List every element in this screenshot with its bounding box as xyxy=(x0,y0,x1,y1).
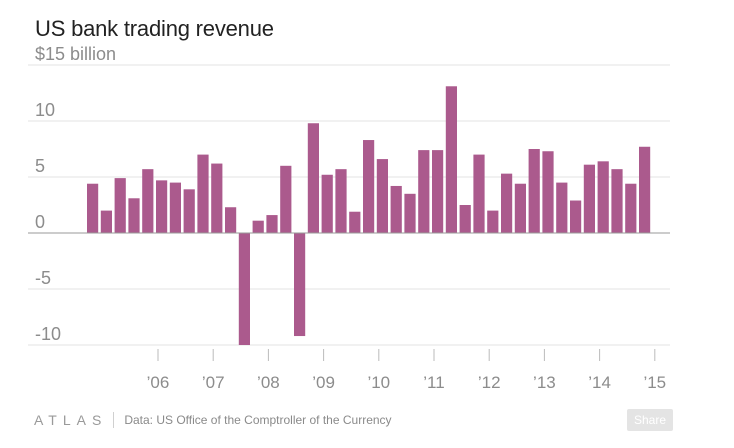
bar xyxy=(473,154,485,233)
bar xyxy=(307,123,319,233)
footer-divider xyxy=(113,412,115,428)
bar xyxy=(266,215,278,233)
bar xyxy=(487,210,499,233)
bar xyxy=(432,150,444,233)
x-tick-label: ’12 xyxy=(478,373,501,392)
bar xyxy=(390,185,402,233)
y-axis-labels: $15 billion 10 5 0 -5 -10 xyxy=(35,44,116,344)
bar xyxy=(294,233,306,337)
bar xyxy=(169,182,181,233)
x-tick-label: ’07 xyxy=(202,373,225,392)
bar xyxy=(128,198,140,233)
bar xyxy=(211,163,223,233)
y-tick-label: -5 xyxy=(35,268,51,288)
y-tick-label: 5 xyxy=(35,156,45,176)
bar xyxy=(156,180,168,233)
bar xyxy=(363,140,375,233)
bar xyxy=(142,169,154,233)
x-tick-label: ’11 xyxy=(423,373,444,392)
bar xyxy=(225,207,237,233)
bar xyxy=(570,200,582,233)
bar xyxy=(542,151,554,233)
bar xyxy=(404,193,416,233)
bar xyxy=(583,164,595,233)
footer: ATLAS Data: US Office of the Comptroller… xyxy=(34,409,392,431)
x-axis-ticks: ’06 ’07 ’08 ’09 ’10 ’11 ’12 ’13 ’14 ’15 xyxy=(147,349,666,392)
bar xyxy=(611,169,623,233)
bar xyxy=(597,161,609,233)
bars xyxy=(87,86,651,345)
bar xyxy=(280,165,292,233)
bar xyxy=(625,183,637,233)
x-tick-label: ’09 xyxy=(312,373,335,392)
atlas-logo: ATLAS xyxy=(34,412,108,428)
bar xyxy=(514,183,526,233)
bar xyxy=(197,154,209,233)
bar xyxy=(252,220,264,233)
share-button[interactable]: Share xyxy=(627,409,673,431)
bar xyxy=(349,211,361,233)
bar xyxy=(445,86,457,233)
bar xyxy=(87,183,99,233)
x-tick-label: ’15 xyxy=(643,373,666,392)
bar xyxy=(183,189,195,233)
y-tick-label: $15 billion xyxy=(35,44,116,64)
bar xyxy=(100,210,112,233)
bar xyxy=(528,149,540,233)
x-tick-label: ’08 xyxy=(257,373,280,392)
bar xyxy=(639,146,651,233)
bar xyxy=(321,174,333,233)
bar xyxy=(376,159,388,233)
gridlines xyxy=(28,64,670,346)
y-tick-label: 0 xyxy=(35,212,45,232)
bar xyxy=(556,182,568,233)
data-source: Data: US Office of the Comptroller of th… xyxy=(124,413,392,427)
bar xyxy=(418,150,430,233)
x-tick-label: ’13 xyxy=(533,373,556,392)
y-tick-label: -10 xyxy=(35,324,61,344)
x-tick-label: ’10 xyxy=(367,373,390,392)
bar xyxy=(238,233,250,345)
bar xyxy=(501,173,513,233)
x-tick-label: ’06 xyxy=(147,373,170,392)
x-tick-label: ’14 xyxy=(588,373,611,392)
bar xyxy=(459,205,471,233)
bar xyxy=(335,169,347,233)
y-tick-label: 10 xyxy=(35,100,55,120)
bar xyxy=(114,178,126,233)
chart-title: US bank trading revenue xyxy=(35,16,274,41)
